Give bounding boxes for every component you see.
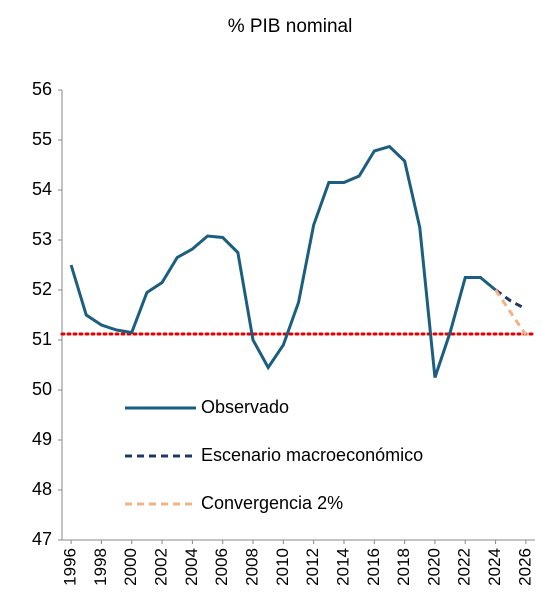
x-tick-label: 2010 [273,548,292,586]
x-tick-label: 2004 [182,548,201,586]
legend-label: Convergencia 2% [201,493,343,513]
y-tick-label: 48 [32,479,52,499]
legend-label: Observado [201,397,289,417]
series-line [494,288,527,311]
x-tick-label: 2006 [212,548,231,586]
y-tick-label: 47 [32,529,52,549]
legend-label: Escenario macroeconómico [201,445,423,465]
x-tick-label: 2020 [424,548,443,586]
x-tick-label: 2012 [303,548,322,586]
x-tick-label: 1998 [91,548,110,586]
y-tick-label: 55 [32,129,52,149]
y-tick-label: 49 [32,429,52,449]
series-line [69,144,497,378]
x-tick-label: 2002 [152,548,171,586]
series-line [494,289,528,336]
x-tick-label: 2008 [243,548,262,586]
x-tick-label: 2024 [485,548,504,586]
y-tick-label: 54 [32,179,52,199]
x-tick-label: 2014 [333,548,352,586]
chart-title: % PIB nominal [228,16,353,37]
x-tick-label: 2022 [455,548,474,586]
x-tick-label: 1996 [61,548,80,586]
y-tick-label: 53 [32,229,52,249]
y-tick-label: 56 [32,79,52,99]
x-tick-label: 2000 [121,548,140,586]
y-tick-label: 50 [32,379,52,399]
x-tick-label: 2026 [515,548,534,586]
y-tick-label: 51 [32,329,52,349]
x-tick-label: 2018 [394,548,413,586]
x-tick-label: 2016 [364,548,383,586]
y-tick-label: 52 [32,279,52,299]
